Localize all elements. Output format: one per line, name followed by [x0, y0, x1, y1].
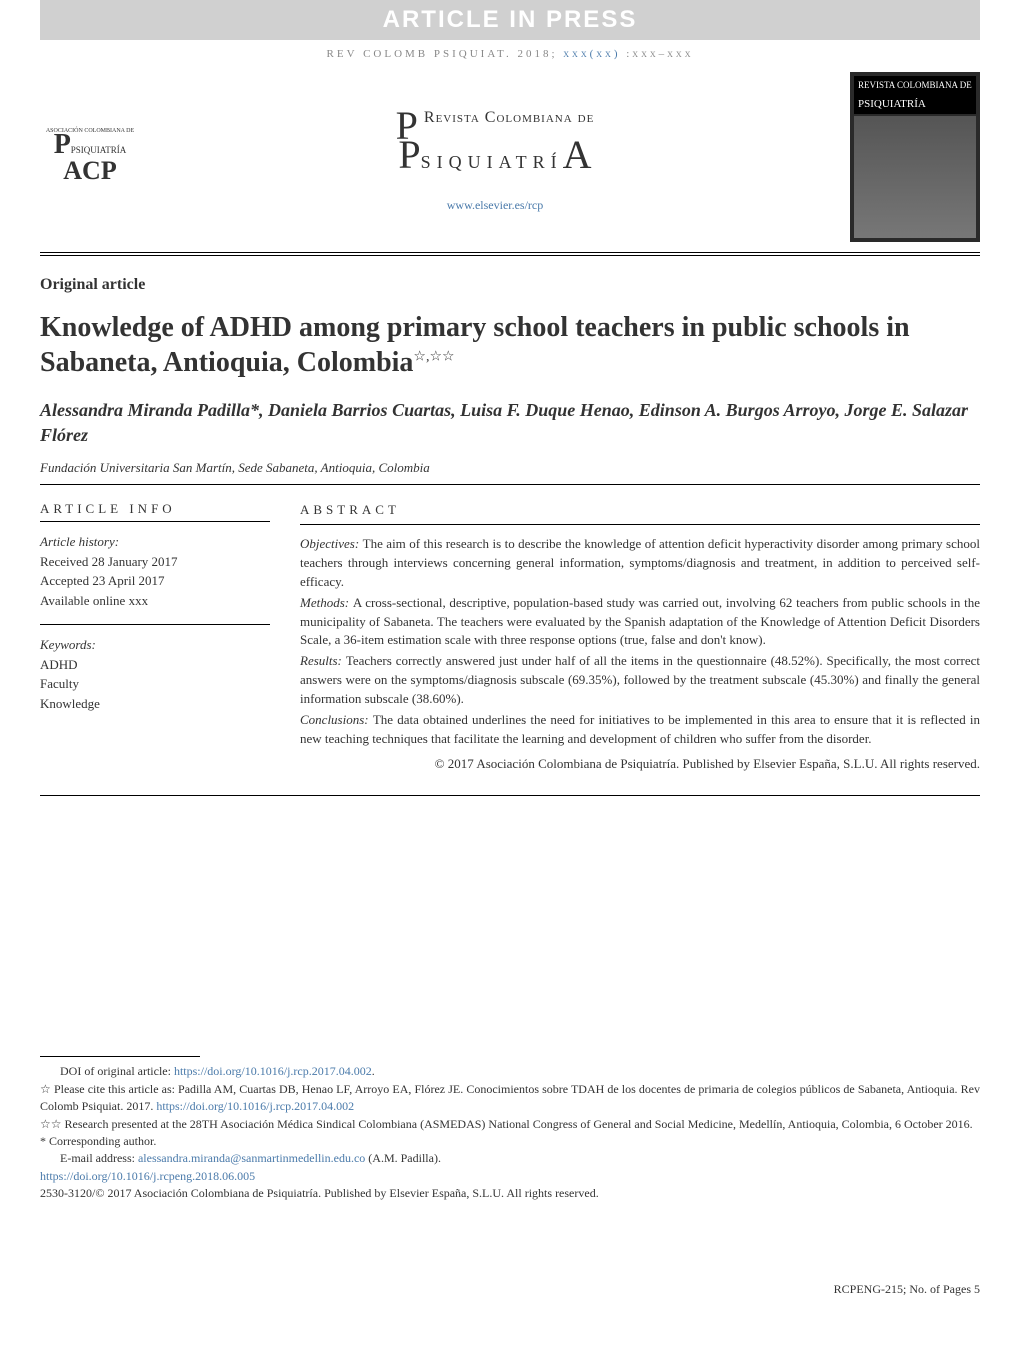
- email-label: E-mail address:: [60, 1151, 138, 1165]
- abstract-methods: Methods: A cross-sectional, descriptive,…: [300, 594, 980, 651]
- citation-pages: :xxx–xxx: [626, 48, 693, 60]
- footnote-rule: [40, 1056, 200, 1057]
- citation-volume-link[interactable]: xxx(xx): [563, 48, 620, 60]
- jt-p: P: [398, 132, 420, 177]
- section-label: Original article: [40, 276, 980, 294]
- citation-line: REV COLOMB PSIQUIAT. 2018; xxx(xx) :xxx–…: [40, 48, 980, 60]
- doi-original-line: DOI of original article: https://doi.org…: [40, 1063, 980, 1080]
- keyword-item: ADHD: [40, 655, 270, 675]
- objectives-text: The aim of this research is to describe …: [300, 536, 980, 589]
- article-history: Article history: Received 28 January 201…: [40, 532, 270, 610]
- in-press-banner: ARTICLE IN PRESS: [40, 0, 980, 40]
- abstract-objectives: Objectives: The aim of this research is …: [300, 535, 980, 592]
- footnote-corresponding: * Corresponding author.: [40, 1133, 980, 1150]
- methods-text: A cross-sectional, descriptive, populati…: [300, 595, 980, 648]
- article-info-heading: ARTICLE INFO: [40, 501, 270, 522]
- keyword-item: Knowledge: [40, 694, 270, 714]
- abstract-copyright: © 2017 Asociación Colombiana de Psiquiat…: [300, 755, 980, 774]
- affiliation: Fundación Universitaria San Martín, Sede…: [40, 460, 980, 476]
- logo-line2: PPSIQUIATRÍA: [54, 134, 127, 156]
- page-footer-id: RCPENG-215; No. of Pages 5: [0, 1282, 1020, 1317]
- title-footnote-markers: ☆,☆☆: [413, 350, 454, 365]
- article-info-column: ARTICLE INFO Article history: Received 2…: [40, 501, 270, 775]
- journal-title-top: Revista Colombiana de: [424, 109, 594, 126]
- footnote-presentation: ☆☆ Research presented at the 28TH Asocia…: [40, 1116, 980, 1133]
- article-title-text: Knowledge of ADHD among primary school t…: [40, 312, 910, 378]
- author-list: Alessandra Miranda Padilla*, Daniela Bar…: [40, 398, 980, 448]
- history-accepted: Accepted 23 April 2017: [40, 571, 270, 591]
- keyword-item: Faculty: [40, 674, 270, 694]
- society-logo: ASOCIACIÓN COLOMBIANA DE PPSIQUIATRÍA AC…: [40, 112, 140, 202]
- citation-prefix: REV COLOMB PSIQUIAT.: [327, 48, 518, 60]
- logo-line3: ACP: [63, 156, 116, 186]
- doi-article-link[interactable]: https://doi.org/10.1016/j.rcpeng.2018.06…: [40, 1169, 255, 1183]
- history-online: Available online xxx: [40, 591, 270, 611]
- citation-year: 2018;: [517, 48, 557, 60]
- divider: [40, 484, 980, 485]
- abstract-conclusions: Conclusions: The data obtained underline…: [300, 711, 980, 749]
- email-link[interactable]: alessandra.miranda@sanmartinmedellin.edu…: [138, 1151, 365, 1165]
- footnote-email-line: E-mail address: alessandra.miranda@sanma…: [40, 1150, 980, 1167]
- cover-title1: REVISTA COLOMBIANA DE: [854, 76, 976, 94]
- cover-image-placeholder: [854, 116, 976, 238]
- jt-body: siquiatrí: [421, 145, 563, 174]
- email-suffix: (A.M. Padilla).: [368, 1151, 441, 1165]
- footnote-1-link[interactable]: https://doi.org/10.1016/j.rcp.2017.04.00…: [156, 1099, 354, 1113]
- results-label: Results:: [300, 653, 346, 668]
- abstract-column: ABSTRACT Objectives: The aim of this res…: [300, 501, 980, 775]
- footer-copyright: 2530-3120/© 2017 Asociación Colombiana d…: [40, 1185, 980, 1202]
- footnote-cite-as: ☆ Please cite this article as: Padilla A…: [40, 1081, 980, 1116]
- history-received: Received 28 January 2017: [40, 552, 270, 572]
- results-text: Teachers correctly answered just under h…: [300, 653, 980, 706]
- keywords-label: Keywords:: [40, 635, 270, 655]
- journal-header: ASOCIACIÓN COLOMBIANA DE PPSIQUIATRÍA AC…: [40, 72, 980, 256]
- journal-url-link[interactable]: www.elsevier.es/rcp: [160, 198, 830, 213]
- jt-a: A: [563, 132, 592, 177]
- history-label: Article history:: [40, 532, 270, 552]
- journal-title-block: PRevista Colombiana de P PsiquiatríA www…: [140, 92, 850, 223]
- article-title: Knowledge of ADHD among primary school t…: [40, 310, 980, 380]
- methods-label: Methods:: [300, 595, 353, 610]
- abstract-results: Results: Teachers correctly answered jus…: [300, 652, 980, 709]
- doi-original-link[interactable]: https://doi.org/10.1016/j.rcp.2017.04.00…: [174, 1064, 372, 1078]
- journal-cover-thumbnail: REVISTA COLOMBIANA DE PSIQUIATRÍA: [850, 72, 980, 242]
- conclusions-label: Conclusions:: [300, 712, 373, 727]
- keywords-block: Keywords: ADHD Faculty Knowledge: [40, 624, 270, 713]
- cover-title2: PSIQUIATRÍA: [854, 94, 976, 114]
- objectives-label: Objectives:: [300, 536, 363, 551]
- abstract-heading: ABSTRACT: [300, 501, 980, 525]
- doi-original-label: DOI of original article:: [60, 1064, 174, 1078]
- info-abstract-row: ARTICLE INFO Article history: Received 2…: [40, 501, 980, 796]
- footnotes-block: DOI of original article: https://doi.org…: [40, 1056, 980, 1202]
- conclusions-text: The data obtained underlines the need fo…: [300, 712, 980, 746]
- journal-title-main: PsiquiatríA: [160, 131, 830, 178]
